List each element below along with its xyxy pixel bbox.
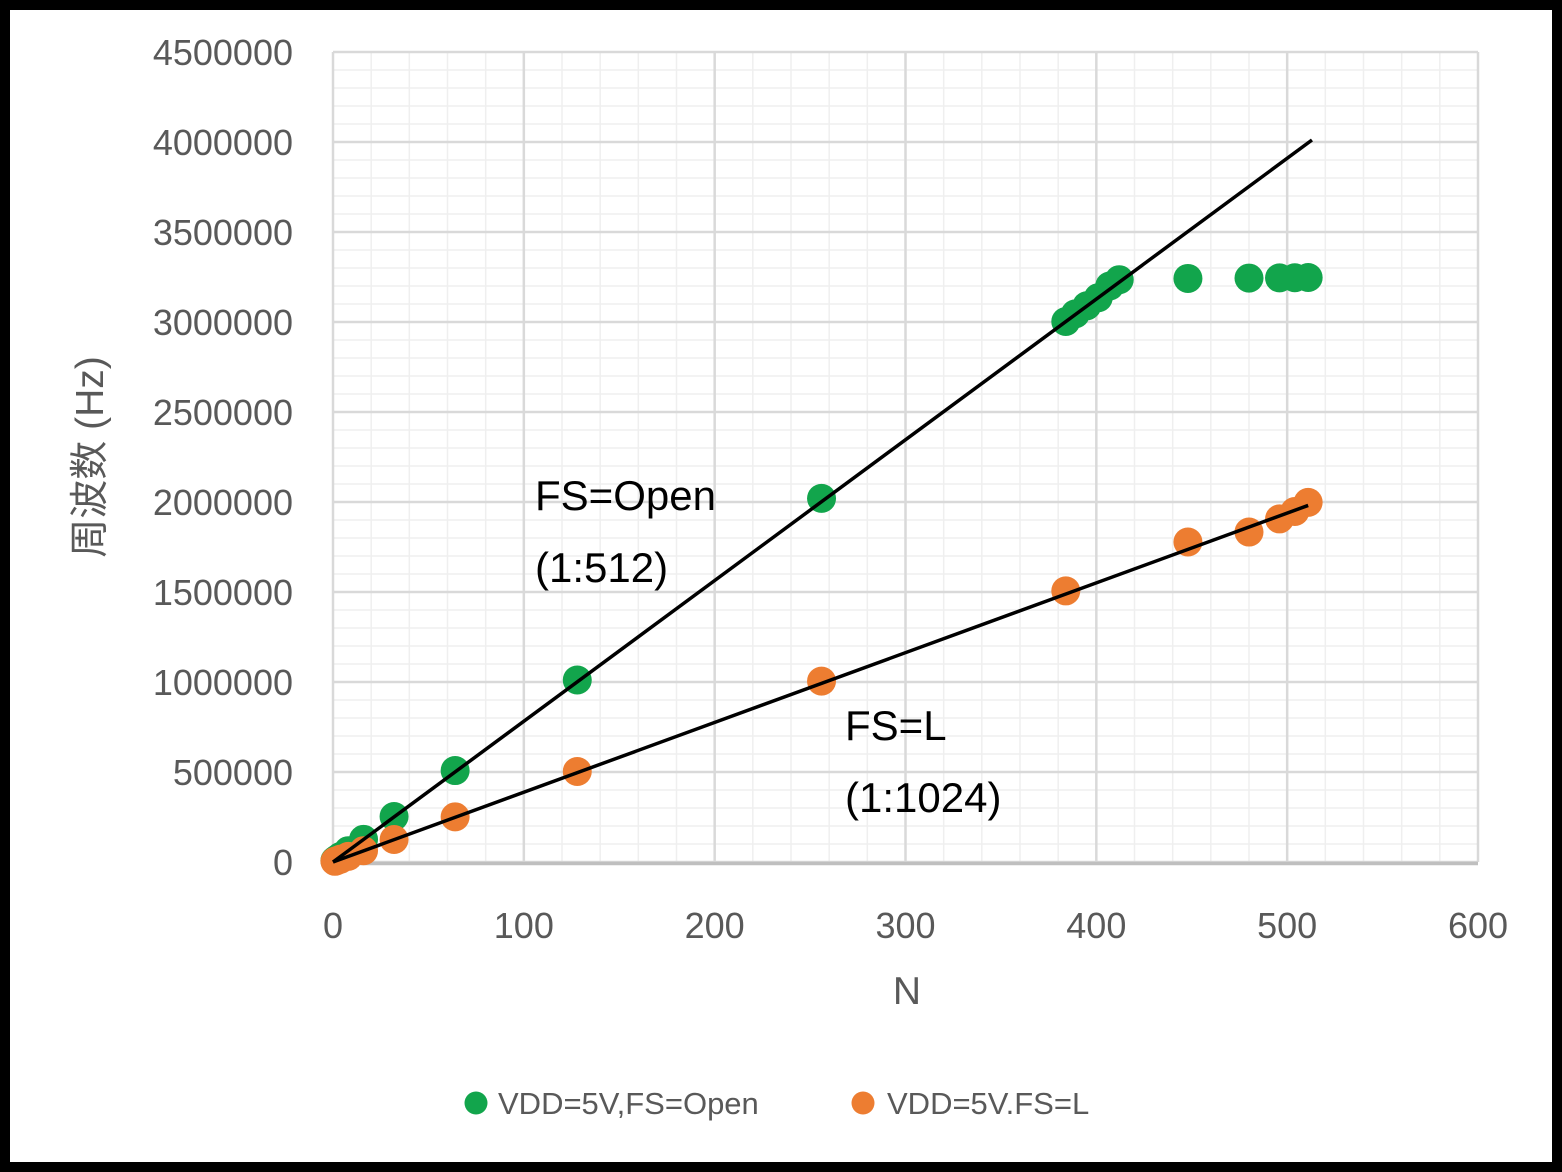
y-tick-label: 1500000 — [153, 572, 293, 613]
x-tick-label: 0 — [323, 905, 343, 946]
annotation-fs-l-line1[interactable]: FS=L — [845, 702, 947, 749]
scatter-point-series-2[interactable] — [807, 666, 837, 696]
x-tick-label: 300 — [875, 905, 935, 946]
legend-item-fs-open[interactable]: VDD=5V,FS=Open — [464, 1086, 759, 1121]
annotation-fs-open-line1[interactable]: FS=Open — [535, 472, 716, 519]
scatter-point-series-1[interactable] — [1234, 263, 1264, 293]
legend-marker-fs-l-icon — [851, 1091, 875, 1115]
y-tick-label: 4000000 — [153, 122, 293, 163]
y-axis-title: 周波数 (Hz) — [69, 356, 112, 557]
scatter-point-series-1[interactable] — [1173, 263, 1203, 293]
legend-label-fs-l: VDD=5V.FS=L — [887, 1086, 1089, 1121]
scatter-point-series-1[interactable] — [1293, 263, 1323, 293]
legend-label-fs-open: VDD=5V,FS=Open — [498, 1086, 759, 1121]
y-tick-label: 2500000 — [153, 392, 293, 433]
linear-fit-fs-open[interactable] — [331, 138, 1314, 864]
y-tick-label: 3500000 — [153, 212, 293, 253]
y-tick-label: 500000 — [173, 752, 293, 793]
x-tick-label: 100 — [494, 905, 554, 946]
x-axis-title: N — [893, 970, 921, 1013]
x-tick-label: 200 — [685, 905, 745, 946]
y-tick-label: 4500000 — [153, 32, 293, 73]
y-tick-label: 1000000 — [153, 662, 293, 703]
y-tick-label: 3000000 — [153, 302, 293, 343]
y-axis-tick-labels: 0 500000 1000000 1500000 2000000 2500000 30000… — [153, 32, 293, 883]
x-tick-label: 400 — [1066, 905, 1126, 946]
legend: VDD=5V,FS=Open VDD=5V.FS=L — [464, 1086, 1090, 1121]
x-tick-label: 500 — [1257, 905, 1317, 946]
linear-fit-fs-l[interactable] — [332, 503, 1309, 864]
y-tick-label: 0 — [273, 842, 293, 883]
y-tick-label: 2000000 — [153, 482, 293, 523]
annotation-fs-open-line2[interactable]: (1:512) — [535, 544, 668, 591]
legend-marker-fs-open-icon — [464, 1091, 488, 1115]
scatter-point-series-2[interactable] — [1173, 527, 1203, 557]
trendlines — [331, 138, 1314, 864]
x-tick-label: 600 — [1448, 905, 1508, 946]
x-axis-tick-labels: 0 100 200 300 400 500 600 — [323, 905, 1508, 946]
legend-item-fs-l[interactable]: VDD=5V.FS=L — [851, 1086, 1090, 1121]
annotation-fs-l-line2[interactable]: (1:1024) — [845, 774, 1001, 821]
scatter-point-series-2[interactable] — [1293, 487, 1323, 517]
